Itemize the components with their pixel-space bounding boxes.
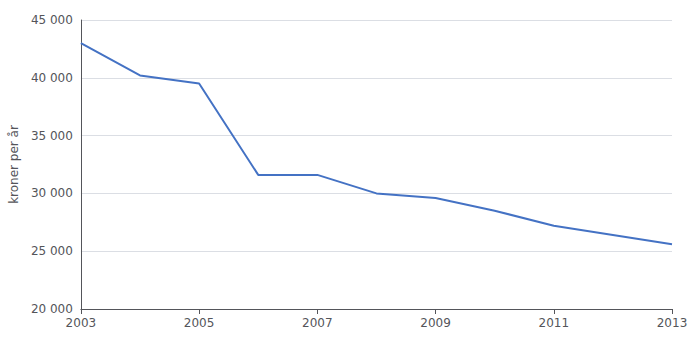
svg-text:25 000: 25 000 (31, 244, 73, 258)
svg-text:2011: 2011 (539, 316, 570, 330)
svg-text:45 000: 45 000 (31, 13, 73, 27)
svg-text:20 000: 20 000 (31, 302, 73, 316)
svg-text:2005: 2005 (184, 316, 215, 330)
svg-text:2009: 2009 (420, 316, 451, 330)
svg-text:2007: 2007 (302, 316, 333, 330)
svg-text:30 000: 30 000 (31, 186, 73, 200)
svg-text:40 000: 40 000 (31, 71, 73, 85)
svg-text:2003: 2003 (66, 316, 97, 330)
svg-text:35 000: 35 000 (31, 129, 73, 143)
svg-text:kroner per år: kroner per år (7, 125, 21, 204)
svg-text:2013: 2013 (657, 316, 688, 330)
